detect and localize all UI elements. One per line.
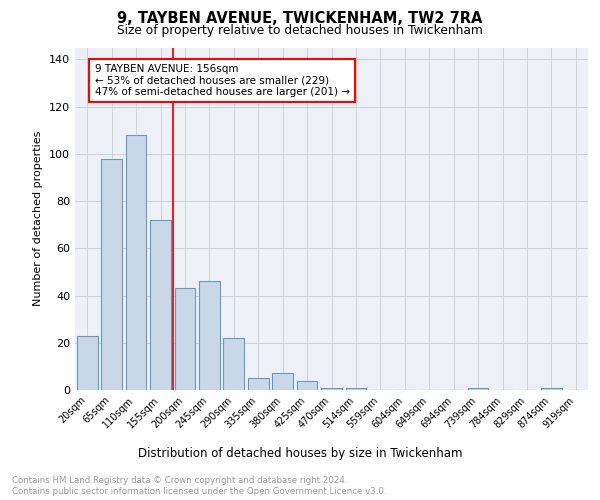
Text: Size of property relative to detached houses in Twickenham: Size of property relative to detached ho… [117, 24, 483, 37]
Text: Contains public sector information licensed under the Open Government Licence v3: Contains public sector information licen… [12, 487, 386, 496]
Bar [248, 378, 269, 390]
Text: Contains HM Land Registry data © Crown copyright and database right 2024.: Contains HM Land Registry data © Crown c… [12, 476, 347, 485]
Text: 9 TAYBEN AVENUE: 156sqm
← 53% of detached houses are smaller (229)
47% of semi-d: 9 TAYBEN AVENUE: 156sqm ← 53% of detache… [95, 64, 350, 97]
Bar [125, 135, 146, 390]
Bar [272, 374, 293, 390]
Bar [296, 380, 317, 390]
Bar [541, 388, 562, 390]
Bar [77, 336, 98, 390]
Bar [175, 288, 196, 390]
Bar [467, 388, 488, 390]
Bar [346, 388, 367, 390]
Y-axis label: Number of detached properties: Number of detached properties [34, 131, 43, 306]
Bar [101, 158, 122, 390]
Text: 9, TAYBEN AVENUE, TWICKENHAM, TW2 7RA: 9, TAYBEN AVENUE, TWICKENHAM, TW2 7RA [118, 11, 482, 26]
Text: Distribution of detached houses by size in Twickenham: Distribution of detached houses by size … [138, 448, 462, 460]
Bar [223, 338, 244, 390]
Bar [150, 220, 171, 390]
Bar [321, 388, 342, 390]
Bar [199, 282, 220, 390]
